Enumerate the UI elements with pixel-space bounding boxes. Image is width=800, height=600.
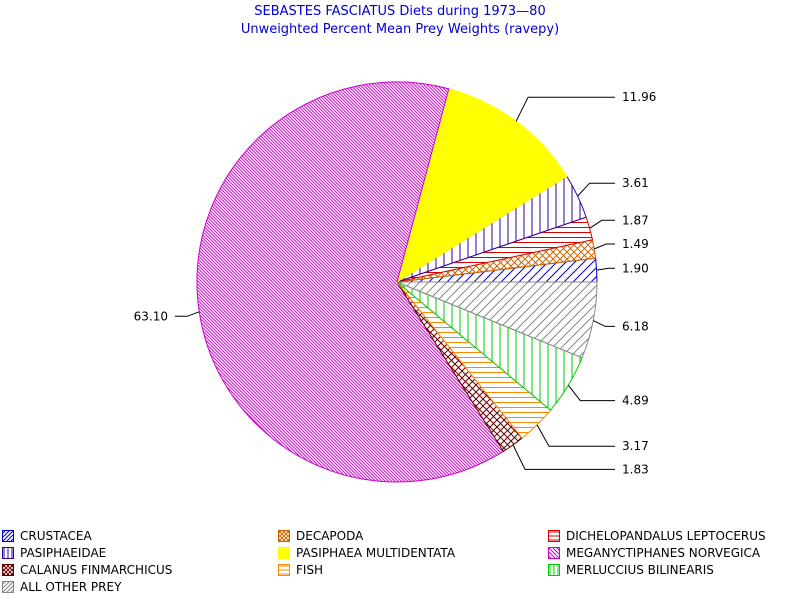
data-label-calanus-finmarchicus: 1.83 — [622, 462, 649, 476]
legend-item-calanus-finmarchicus: CALANUS FINMARCHICUS — [2, 562, 172, 578]
chart-subtitle: Unweighted Percent Mean Prey Weights (ra… — [240, 22, 560, 37]
legend-item-fish: FISH — [278, 562, 323, 578]
legend-label: CALANUS FINMARCHICUS — [20, 563, 173, 577]
legend-label: PASIPHAEIDAE — [20, 546, 107, 560]
data-label-all-other-prey: 6.18 — [622, 319, 649, 333]
data-label-fish: 3.17 — [622, 439, 649, 453]
legend-item-pasiphaea-multidentata: PASIPHAEA MULTIDENTATA — [278, 545, 455, 561]
leader-line-calanus-finmarchicus — [512, 444, 615, 470]
pie-slice-meganyctiphanes-norvegica — [196, 81, 505, 483]
legend-item-all-other-prey: ALL OTHER PREY — [2, 579, 121, 595]
data-label-decapoda: 1.49 — [622, 237, 649, 251]
legend-label: ALL OTHER PREY — [20, 580, 122, 594]
legend-swatch — [2, 547, 14, 559]
legend-swatch — [548, 564, 560, 576]
data-label-crustacea: 1.90 — [622, 261, 649, 275]
leader-line-pasiphaea-multidentata — [515, 96, 615, 122]
legend-swatch — [278, 530, 290, 542]
legend-label: CRUSTACEA — [20, 529, 92, 543]
legend-item-merluccius-bilinearis: MERLUCCIUS BILINEARIS — [548, 562, 714, 578]
leader-line-fish — [536, 424, 615, 447]
pie-chart: 1.90 1.49 1.87 3.61 11.96 63.10 1.83 3.17 4.89 6.… — [134, 81, 656, 483]
legend-label: MEGANYCTIPHANES NORVEGICA — [566, 546, 761, 560]
chart-title: SEBASTES FASCIATUS Diets during 1973—80 — [254, 4, 546, 19]
legend-item-decapoda: DECAPODA — [278, 528, 363, 544]
data-label-merluccius-bilinearis: 4.89 — [622, 394, 649, 408]
legend-swatch — [548, 530, 560, 542]
data-label-dichelopandalus-leptocerus: 1.87 — [622, 213, 649, 227]
leader-line-crustacea — [596, 267, 615, 271]
legend-swatch — [2, 564, 14, 576]
legend-item-dichelopandalus-leptocerus: DICHELOPANDALUS LEPTOCERUS — [548, 528, 766, 544]
legend-item-crustacea: CRUSTACEA — [2, 528, 92, 544]
leader-line-dichelopandalus-leptocerus — [589, 219, 615, 229]
legend-swatch — [2, 581, 14, 593]
legend-swatch — [278, 564, 290, 576]
data-label-meganyctiphanes-norvegica: 63.10 — [134, 309, 168, 323]
pie-slice-pasiphaea-multidentata — [396, 88, 568, 284]
leader-line-merluccius-bilinearis — [567, 384, 615, 402]
legend-item-pasiphaeidae: PASIPHAEIDAE — [2, 545, 106, 561]
legend-label: FISH — [296, 563, 324, 577]
legend-swatch — [278, 547, 290, 559]
chart-legend: CRUSTACEA DECAPODA DICHELOPANDALUS LEPTOCE… — [0, 528, 800, 598]
leader-line-meganyctiphanes-norvegica — [175, 311, 200, 317]
legend-swatch — [2, 530, 14, 542]
legend-label: DECAPODA — [296, 529, 364, 543]
legend-label: MERLUCCIUS BILINEARIS — [566, 563, 714, 577]
leader-line-decapoda — [594, 243, 615, 250]
legend-label: PASIPHAEA MULTIDENTATA — [296, 546, 456, 560]
legend-label: DICHELOPANDALUS LEPTOCERUS — [566, 529, 766, 543]
leader-line-all-other-prey — [592, 320, 615, 327]
data-label-pasiphaeidae: 3.61 — [622, 176, 649, 190]
data-label-pasiphaea-multidentata: 11.96 — [622, 90, 656, 104]
leader-line-pasiphaeidae — [577, 182, 615, 197]
legend-swatch — [548, 547, 560, 559]
pie-slice-all-other-prey — [396, 281, 598, 359]
legend-item-meganyctiphanes-norvegica: MEGANYCTIPHANES NORVEGICA — [548, 545, 760, 561]
